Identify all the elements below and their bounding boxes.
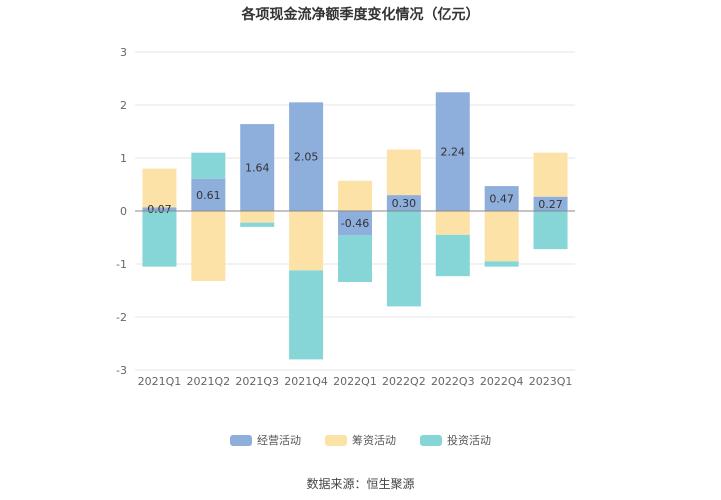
bar-investing xyxy=(435,234,470,277)
bar-investing xyxy=(142,211,177,267)
bar-operating xyxy=(484,186,519,211)
bar-financing xyxy=(435,211,470,235)
x-tick-label: 2021Q1 xyxy=(138,375,182,388)
data-label: 0.07 xyxy=(147,203,172,216)
bar-operating xyxy=(191,178,226,211)
data-label: 0.47 xyxy=(489,193,514,206)
bar-operating xyxy=(289,102,324,211)
x-tick-label: 2022Q3 xyxy=(431,375,475,388)
bar-operating xyxy=(533,196,568,211)
x-tick-label: 2021Q4 xyxy=(284,375,328,388)
data-label: -0.46 xyxy=(341,217,369,230)
y-tick-label: 1 xyxy=(120,152,127,165)
y-tick-label: -3 xyxy=(116,364,127,377)
bar-operating xyxy=(435,92,470,211)
bar-financing xyxy=(386,149,421,196)
y-tick-label: -2 xyxy=(116,311,127,324)
bar-investing xyxy=(191,152,226,179)
legend-item[interactable]: 经营活动 xyxy=(230,432,301,448)
legend-swatch xyxy=(420,434,442,446)
data-label: 0.30 xyxy=(392,197,417,210)
x-tick-label: 2022Q1 xyxy=(333,375,377,388)
bar-investing xyxy=(240,222,275,227)
bar-investing xyxy=(338,235,372,283)
source-note: 数据来源：恒生聚源 xyxy=(306,477,415,491)
data-label: 2.24 xyxy=(441,146,466,159)
y-tick-label: 2 xyxy=(120,99,127,112)
cashflow-chart: -3 -2 -1 0 1 2 3 0.07 2021Q1 0.61 2021Q2 1.64 2021Q3… xyxy=(116,46,575,388)
legend-swatch xyxy=(325,434,347,446)
bar-financing xyxy=(142,168,177,208)
bar-operating xyxy=(240,124,275,211)
bar-investing xyxy=(386,211,421,307)
bar-financing xyxy=(289,211,324,271)
legend-label: 经营活动 xyxy=(257,434,301,447)
data-label: 0.27 xyxy=(538,198,563,211)
bar-financing xyxy=(240,211,275,223)
chart-title: 各项现金流净额季度变化情况（亿元） xyxy=(241,7,480,23)
y-tick-label: -1 xyxy=(116,258,127,271)
x-tick-label: 2021Q2 xyxy=(187,375,231,388)
legend-label: 投资活动 xyxy=(447,434,491,447)
bar-operating xyxy=(142,207,177,211)
bar-financing xyxy=(338,180,372,211)
x-tick-label: 2021Q3 xyxy=(235,375,279,388)
bar-operating xyxy=(338,211,372,236)
x-tick-label: 2022Q2 xyxy=(382,375,426,388)
legend: 经营活动 筹资活动 投资活动 xyxy=(0,432,721,448)
legend-item[interactable]: 投资活动 xyxy=(420,432,491,448)
bar-financing xyxy=(191,211,226,281)
data-label: 2.05 xyxy=(294,151,319,164)
bar-financing xyxy=(484,211,519,262)
legend-label: 筹资活动 xyxy=(352,434,396,447)
data-label: 0.61 xyxy=(196,189,221,202)
y-tick-label: 0 xyxy=(120,205,127,218)
legend-swatch xyxy=(230,434,252,446)
bar-investing xyxy=(533,211,568,250)
data-label: 1.64 xyxy=(245,162,270,175)
bar-investing xyxy=(484,261,519,267)
y-tick-label: 3 xyxy=(120,46,127,59)
bar-operating xyxy=(386,195,421,211)
x-tick-label: 2022Q4 xyxy=(480,375,524,388)
x-tick-label: 2023Q1 xyxy=(529,375,573,388)
legend-item[interactable]: 筹资活动 xyxy=(325,432,396,448)
bar-financing xyxy=(533,152,568,197)
bar-investing xyxy=(289,270,324,360)
